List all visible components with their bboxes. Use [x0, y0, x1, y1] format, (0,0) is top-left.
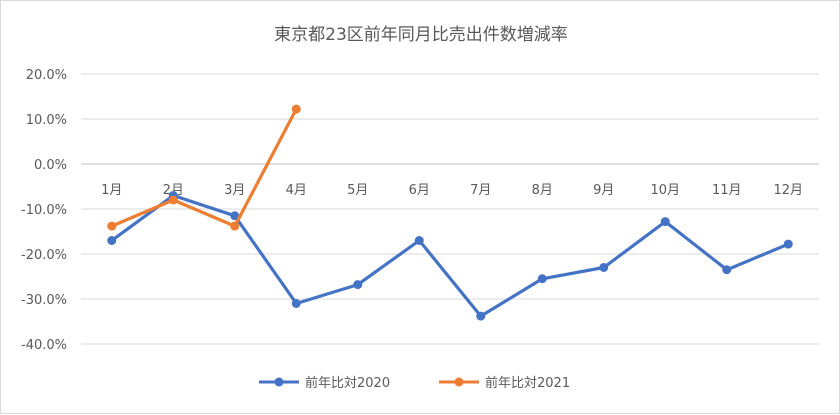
data-point: [230, 211, 240, 221]
x-tick-label: 6月: [409, 183, 430, 198]
legend-item-2020: 前年比対2020: [259, 375, 390, 391]
data-point: [107, 236, 117, 245]
legend-item-2021: 前年比対2021: [439, 375, 570, 391]
legend-marker-2020: [274, 377, 284, 387]
y-tick-label: -40.0%: [21, 338, 67, 353]
y-axis: 20.0% 10.0% 0.0% -10.0% -20.0% -30.0% -40.0%: [21, 68, 67, 353]
x-tick-label: 3月: [224, 183, 245, 198]
legend-marker-2021: [454, 377, 464, 387]
y-tick-label: -30.0%: [21, 293, 67, 308]
series-line-1: [110, 107, 298, 228]
data-point: [168, 195, 178, 205]
x-tick-label: 11月: [712, 183, 742, 198]
x-axis: 1月 2月 3月 4月 5月 6月 7月 8月 9月 10月 11月 12月: [81, 163, 819, 198]
data-point: [476, 311, 486, 321]
x-tick-label: 8月: [532, 183, 553, 198]
data-point: [722, 265, 732, 275]
data-point: [660, 217, 670, 227]
x-tick-label: 12月: [773, 183, 803, 198]
data-point: [291, 104, 301, 114]
data-point: [783, 239, 793, 249]
data-point: [599, 263, 609, 272]
data-point: [230, 221, 240, 231]
data-point: [291, 299, 301, 308]
y-tick-label: 10.0%: [26, 113, 67, 128]
data-point: [537, 274, 547, 284]
legend-label-2020: 前年比対2020: [305, 375, 390, 391]
data-point: [107, 221, 117, 231]
legend: 前年比対2020 前年比対2021: [259, 375, 570, 391]
y-tick-label: -10.0%: [21, 203, 67, 218]
x-tick-label: 7月: [470, 183, 491, 198]
x-tick-label: 1月: [101, 183, 122, 198]
data-point: [353, 280, 363, 290]
x-tick-label: 9月: [593, 183, 614, 198]
y-tick-label: 20.0%: [26, 68, 67, 83]
x-tick-label: 2月: [163, 183, 184, 198]
series-group: [107, 104, 793, 321]
y-tick-label: -20.0%: [21, 248, 67, 263]
series-line-0: [110, 193, 790, 318]
x-tick-label: 4月: [286, 183, 307, 198]
y-tick-label: 0.0%: [34, 158, 67, 173]
legend-label-2021: 前年比対2021: [485, 375, 570, 391]
data-point: [414, 236, 424, 245]
x-tick-label: 5月: [347, 183, 368, 198]
x-tick-label: 10月: [650, 183, 680, 198]
chart-title: 東京都23区前年同月比売出件数増減率: [274, 25, 568, 45]
